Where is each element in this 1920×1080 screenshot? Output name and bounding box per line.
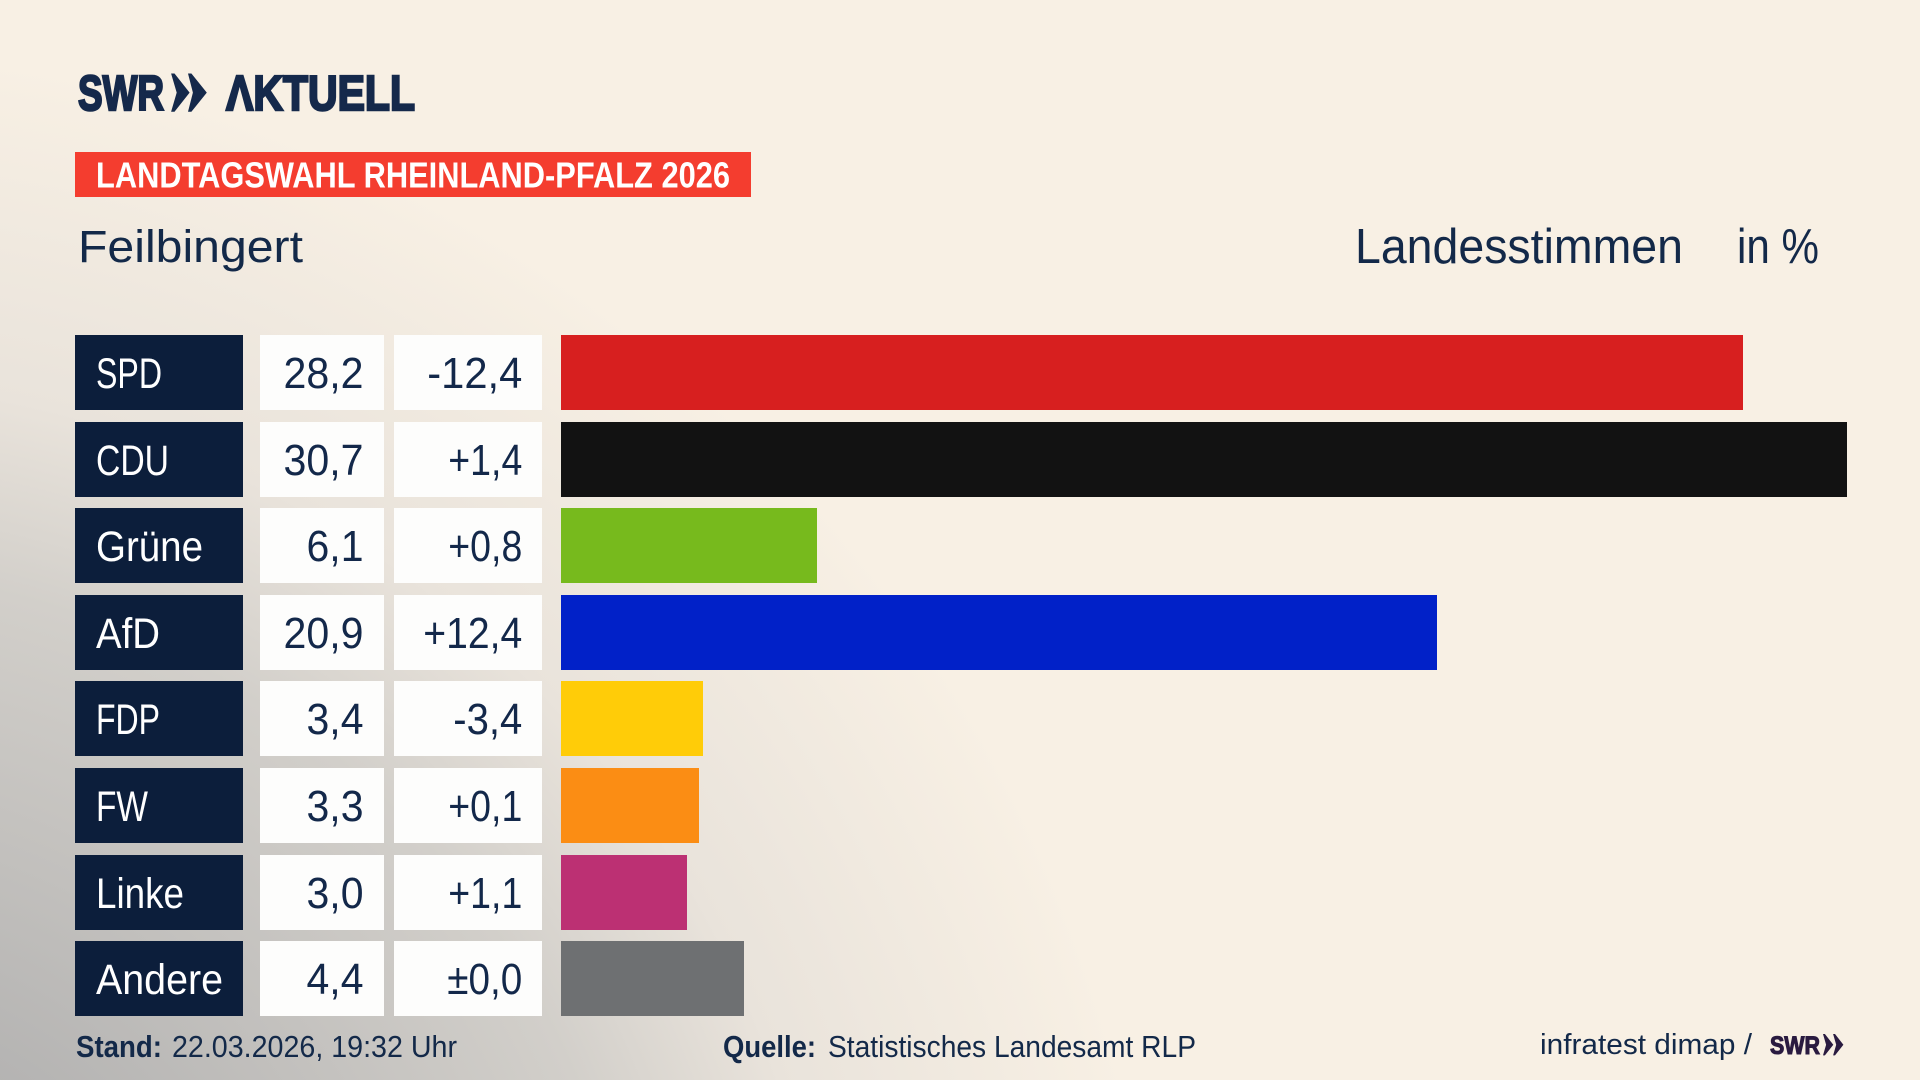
svg-text:Grüne: Grüne bbox=[96, 523, 203, 571]
svg-text:3,0: 3,0 bbox=[307, 869, 364, 918]
svg-text:AfD: AfD bbox=[96, 610, 160, 658]
svg-text:±0,0: ±0,0 bbox=[447, 955, 522, 1004]
svg-text:+1,1: +1,1 bbox=[448, 869, 522, 918]
svg-text:-12,4: -12,4 bbox=[427, 349, 522, 398]
svg-text:Statistisches Landesamt RLP: Statistisches Landesamt RLP bbox=[828, 1029, 1196, 1064]
svg-text:Feilbingert: Feilbingert bbox=[78, 221, 304, 272]
svg-text:3,4: 3,4 bbox=[307, 695, 364, 744]
svg-text:22.03.2026, 19:32 Uhr: 22.03.2026, 19:32 Uhr bbox=[172, 1029, 457, 1064]
svg-text:+0,1: +0,1 bbox=[448, 782, 522, 831]
svg-text:ΛKTUELL: ΛKTUELL bbox=[226, 67, 415, 121]
svg-text:6,1: 6,1 bbox=[307, 522, 364, 571]
svg-text:Andere: Andere bbox=[96, 956, 223, 1004]
svg-text:Stand:: Stand: bbox=[76, 1029, 162, 1064]
svg-text:Linke: Linke bbox=[96, 870, 184, 918]
svg-text:LANDTAGSWAHL RHEINLAND-PFALZ 2: LANDTAGSWAHL RHEINLAND-PFALZ 2026 bbox=[96, 155, 730, 196]
svg-text:4,4: 4,4 bbox=[307, 955, 364, 1004]
svg-text:SPD: SPD bbox=[96, 350, 162, 398]
svg-text:SWR: SWR bbox=[1770, 1032, 1820, 1060]
svg-text:Quelle:: Quelle: bbox=[723, 1029, 816, 1064]
svg-text:30,7: 30,7 bbox=[284, 436, 364, 485]
svg-text:-3,4: -3,4 bbox=[453, 695, 522, 744]
svg-text:infratest dimap /: infratest dimap / bbox=[1540, 1029, 1752, 1061]
svg-text:3,3: 3,3 bbox=[307, 782, 364, 831]
svg-text:+1,4: +1,4 bbox=[448, 436, 522, 485]
svg-text:+12,4: +12,4 bbox=[423, 609, 522, 658]
svg-text:in %: in % bbox=[1737, 220, 1819, 274]
svg-text:+0,8: +0,8 bbox=[448, 522, 522, 571]
svg-text:CDU: CDU bbox=[96, 437, 169, 485]
svg-text:Landesstimmen: Landesstimmen bbox=[1355, 220, 1683, 274]
svg-text:FW: FW bbox=[96, 783, 148, 831]
svg-text:28,2: 28,2 bbox=[284, 349, 364, 398]
svg-text:20,9: 20,9 bbox=[284, 609, 364, 658]
svg-text:SWR: SWR bbox=[78, 67, 164, 121]
svg-text:FDP: FDP bbox=[96, 696, 160, 744]
